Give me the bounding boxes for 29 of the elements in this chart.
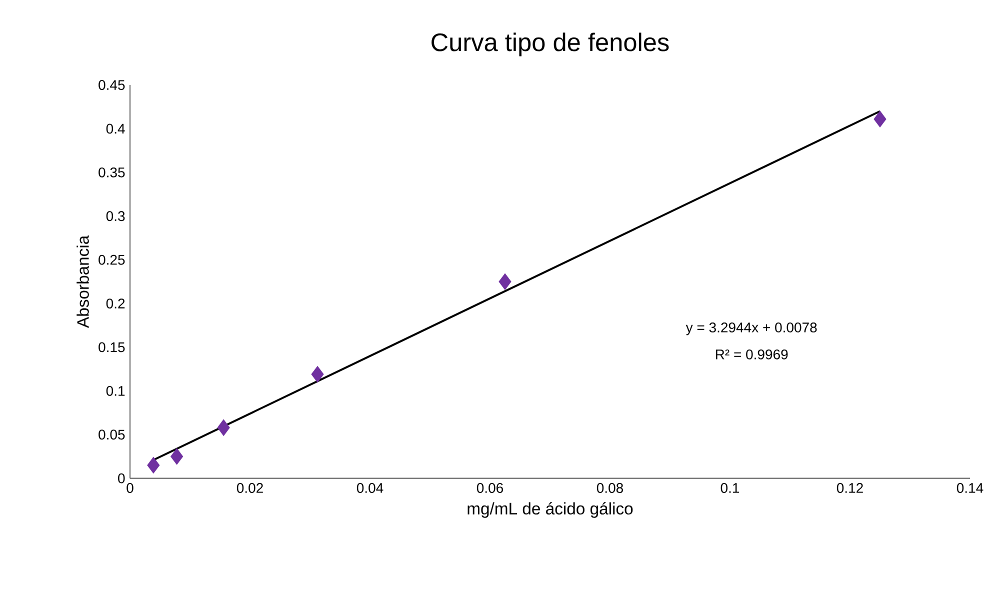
point bbox=[874, 110, 886, 128]
x-tick-label: 0.12 bbox=[836, 483, 863, 493]
annotation: y = 3.2944x + 0.0078 bbox=[686, 322, 817, 336]
chart-title: Curva tipo de fenoles bbox=[432, 32, 669, 56]
y-tick-label: 0.15 bbox=[98, 342, 125, 352]
point bbox=[217, 419, 230, 436]
point bbox=[170, 448, 184, 465]
x-tick-label: 0 bbox=[126, 483, 134, 493]
point bbox=[498, 273, 512, 290]
x-tick-label: 0.02 bbox=[236, 483, 263, 493]
y-tick-label: 0.45 bbox=[98, 80, 125, 90]
point bbox=[147, 456, 160, 474]
y-tick-label: 0.1 bbox=[106, 386, 125, 396]
y-axis-title: Absorbancia bbox=[76, 235, 89, 328]
y-tick-label: 0.3 bbox=[106, 211, 125, 222]
x-tick-label: 0.06 bbox=[476, 483, 504, 493]
x-tick-label: 0.14 bbox=[956, 483, 984, 493]
x-tick-label: 0.08 bbox=[596, 483, 624, 493]
y-tick-label: 0 bbox=[118, 473, 125, 484]
y-tick-label: 0.2 bbox=[106, 298, 125, 308]
y-tick-label: 0.35 bbox=[98, 167, 125, 178]
point bbox=[311, 366, 324, 383]
y-tick-label: 0.4 bbox=[106, 124, 125, 134]
x-tick-label: 0.04 bbox=[356, 483, 384, 493]
y-tick-label: 0.05 bbox=[98, 430, 125, 440]
annotation: R² = 0.9969 bbox=[716, 349, 788, 360]
x-tick-label: 0.1 bbox=[720, 483, 740, 493]
y-tick-label: 0.25 bbox=[98, 254, 125, 265]
x-axis-title: mg/mL de ácido gálico bbox=[468, 502, 633, 518]
